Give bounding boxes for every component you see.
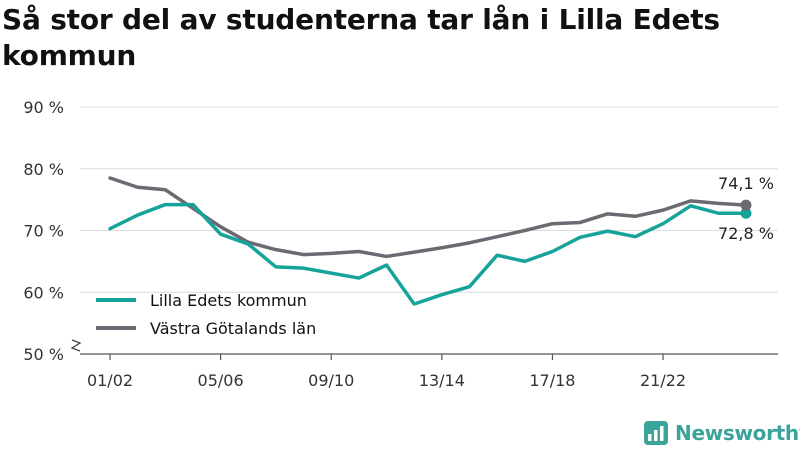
y-tick-label-60: 60 % bbox=[23, 283, 64, 302]
series-line-0 bbox=[108, 202, 748, 306]
x-tick-label-13-14: 13/14 bbox=[419, 371, 465, 390]
end-marker-1 bbox=[740, 199, 752, 211]
brand-name: Newsworthy bbox=[675, 421, 800, 445]
legend-label-0: Lilla Edets kommun bbox=[150, 291, 307, 310]
y-tick-label-90: 90 % bbox=[23, 98, 64, 117]
x-tick-label-09-10: 09/10 bbox=[308, 371, 354, 390]
y-tick-label-50: 50 % bbox=[23, 345, 64, 364]
y-tick-label-70: 70 % bbox=[23, 222, 64, 241]
legend: Lilla Edets kommun Västra Götalands län bbox=[96, 291, 316, 338]
series-line-1 bbox=[108, 176, 748, 259]
x-tick-label-21-22: 21/22 bbox=[640, 371, 686, 390]
x-axis: 01/02 05/06 09/10 13/14 17/18 21/22 bbox=[80, 353, 778, 390]
end-marker-0 bbox=[740, 207, 752, 219]
end-label-1: 74,1 % bbox=[718, 174, 774, 193]
series-lines bbox=[108, 176, 748, 306]
axis-break-icon bbox=[70, 339, 82, 352]
end-labels: 72,8 % 74,1 % bbox=[718, 174, 774, 243]
y-tick-label-80: 80 % bbox=[23, 160, 64, 179]
gridlines bbox=[80, 106, 778, 293]
x-tick-label-01-02: 01/02 bbox=[87, 371, 133, 390]
legend-label-1: Västra Götalands län bbox=[150, 319, 316, 338]
chart-title: Så stor del av studenterna tar lån i Lil… bbox=[2, 3, 720, 72]
x-tick-label-05-06: 05/06 bbox=[198, 371, 244, 390]
x-tick-label-17-18: 17/18 bbox=[529, 371, 575, 390]
end-label-0: 72,8 % bbox=[718, 224, 774, 243]
brand: Newsworthy bbox=[644, 418, 800, 448]
newsworthy-logo-icon bbox=[644, 421, 668, 445]
y-axis: 50 % 60 % 70 % 80 % 90 % bbox=[23, 98, 82, 364]
